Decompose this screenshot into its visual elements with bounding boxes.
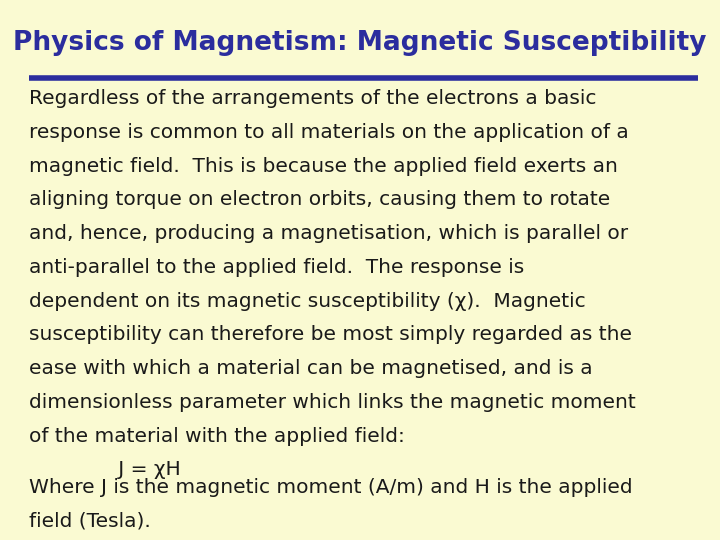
Text: Where J is the magnetic moment (A/m) and H is the applied: Where J is the magnetic moment (A/m) and…: [29, 478, 632, 497]
Text: aligning torque on electron orbits, causing them to rotate: aligning torque on electron orbits, caus…: [29, 191, 610, 210]
Text: J = χH: J = χH: [29, 460, 181, 480]
Text: and, hence, producing a magnetisation, which is parallel or: and, hence, producing a magnetisation, w…: [29, 224, 628, 243]
Text: field (Tesla).: field (Tesla).: [29, 512, 150, 531]
Text: Physics of Magnetism: Magnetic Susceptibility: Physics of Magnetism: Magnetic Susceptib…: [13, 30, 707, 56]
Text: susceptibility can therefore be most simply regarded as the: susceptibility can therefore be most sim…: [29, 325, 632, 345]
Text: anti-parallel to the applied field.  The response is: anti-parallel to the applied field. The …: [29, 258, 524, 277]
Text: dependent on its magnetic susceptibility (χ).  Magnetic: dependent on its magnetic susceptibility…: [29, 292, 585, 310]
Text: magnetic field.  This is because the applied field exerts an: magnetic field. This is because the appl…: [29, 157, 618, 176]
Text: ease with which a material can be magnetised, and is a: ease with which a material can be magnet…: [29, 359, 593, 378]
Text: response is common to all materials on the application of a: response is common to all materials on t…: [29, 123, 629, 142]
Text: dimensionless parameter which links the magnetic moment: dimensionless parameter which links the …: [29, 393, 636, 412]
Text: of the material with the applied field:: of the material with the applied field:: [29, 427, 405, 446]
Text: Regardless of the arrangements of the electrons a basic: Regardless of the arrangements of the el…: [29, 89, 596, 108]
